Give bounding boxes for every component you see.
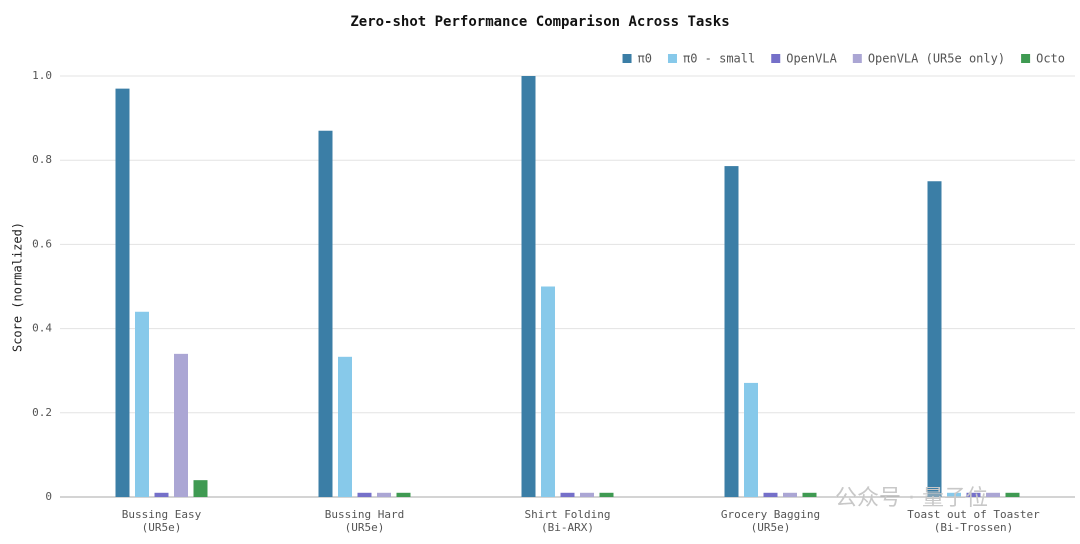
x-tick-label: Bussing Easy bbox=[122, 508, 202, 521]
y-axis-label: Score (normalized) bbox=[11, 222, 25, 352]
bar bbox=[580, 492, 594, 497]
bar bbox=[986, 492, 1000, 497]
bar bbox=[724, 166, 739, 497]
x-tick-label: Toast out of Toaster bbox=[907, 508, 1040, 521]
bar bbox=[154, 492, 169, 497]
x-tick-label: (Bi-ARX) bbox=[541, 521, 594, 534]
x-tick-label: (UR5e) bbox=[345, 521, 385, 534]
bar bbox=[338, 356, 352, 497]
legend-label: π0 - small bbox=[683, 52, 755, 66]
y-tick-label: 0.2 bbox=[32, 406, 52, 419]
legend-label: OpenVLA bbox=[786, 52, 837, 66]
bar bbox=[802, 492, 817, 497]
bar bbox=[783, 492, 797, 497]
legend-label: π0 bbox=[638, 52, 652, 66]
bar bbox=[115, 88, 130, 497]
bar bbox=[318, 130, 333, 498]
bar bbox=[599, 492, 614, 497]
legend-swatch bbox=[622, 54, 632, 63]
x-tick-label: Bussing Hard bbox=[325, 508, 404, 521]
watermark: 公众号 · 量子位 bbox=[835, 486, 988, 511]
bar bbox=[541, 286, 555, 497]
y-tick-label: 0.4 bbox=[32, 322, 52, 335]
bar bbox=[1005, 492, 1020, 497]
bar bbox=[560, 492, 575, 497]
x-tick-label: (UR5e) bbox=[142, 521, 182, 534]
bar bbox=[396, 492, 411, 497]
legend-swatch bbox=[1021, 54, 1031, 63]
legend-swatch bbox=[771, 54, 781, 63]
bar bbox=[763, 492, 778, 497]
bar bbox=[947, 492, 961, 497]
bar bbox=[966, 492, 981, 497]
bar bbox=[135, 311, 149, 497]
y-tick-label: 1.0 bbox=[32, 69, 52, 82]
x-tick-label: (UR5e) bbox=[751, 521, 791, 534]
x-tick-label: Grocery Bagging bbox=[721, 508, 820, 521]
y-tick-label: 0.6 bbox=[32, 237, 52, 250]
bar bbox=[174, 353, 188, 497]
legend-swatch bbox=[852, 54, 862, 63]
x-tick-label: Shirt Folding bbox=[524, 508, 610, 521]
bar bbox=[357, 492, 372, 497]
legend-swatch bbox=[667, 54, 677, 63]
chart-title: Zero-shot Performance Comparison Across … bbox=[350, 14, 729, 30]
x-tick-label: (Bi-Trossen) bbox=[934, 521, 1013, 534]
y-tick-label: 0 bbox=[45, 490, 52, 503]
legend: π0 π0 - small OpenVLA OpenVLA (UR5e only) Oc… bbox=[622, 52, 1065, 66]
bar bbox=[193, 480, 208, 497]
bar bbox=[744, 382, 758, 497]
bar bbox=[377, 492, 391, 497]
legend-label: OpenVLA (UR5e only) bbox=[868, 52, 1005, 66]
legend-label: Octo bbox=[1036, 52, 1065, 66]
bar bbox=[927, 181, 942, 497]
bar bbox=[521, 76, 536, 497]
y-tick-label: 0.8 bbox=[32, 153, 52, 166]
